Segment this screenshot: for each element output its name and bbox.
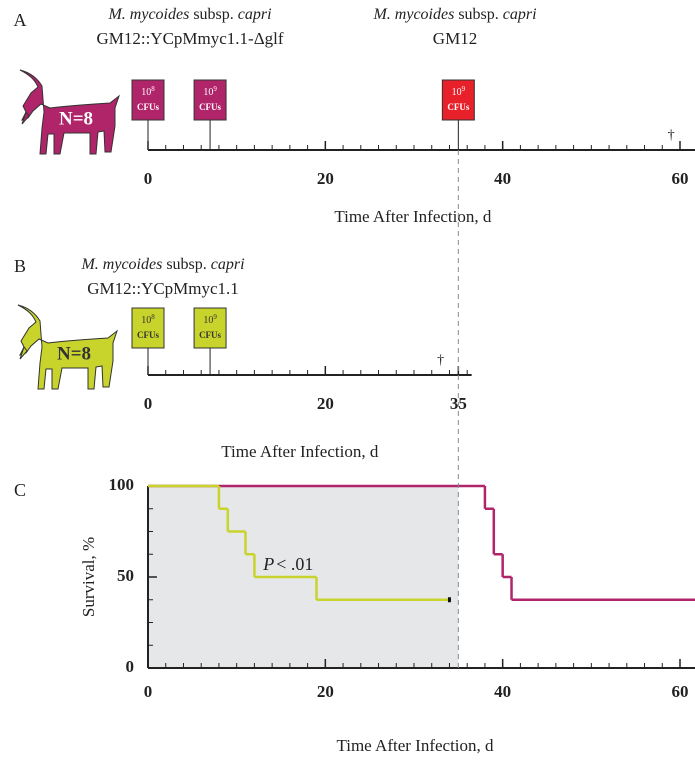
- dose-unit: CFUs: [447, 102, 469, 112]
- x-tick-label: 20: [317, 394, 334, 413]
- subspecies: capri: [238, 6, 272, 23]
- strain-id: GM12: [433, 29, 477, 48]
- p-symbol: P: [262, 554, 274, 574]
- censor-mark: [447, 597, 451, 603]
- dose-exponent: 8: [151, 85, 155, 93]
- dose-exponent: 9: [213, 313, 217, 321]
- death-marker: †: [437, 353, 444, 368]
- x-axis-label: Time After Infection, d: [336, 736, 494, 755]
- panel-label: C: [14, 480, 26, 500]
- dose-exponent: 9: [213, 85, 217, 93]
- dose-box: [131, 307, 165, 349]
- species: M. mycoides: [107, 6, 189, 23]
- x-tick-label: 0: [144, 169, 153, 188]
- x-tick-label: 40: [494, 169, 511, 188]
- dose-base: 10: [203, 87, 213, 98]
- x-tick-label: 0: [144, 682, 153, 701]
- x-tick-label: 60: [672, 682, 689, 701]
- dose-exponent: 9: [462, 85, 466, 93]
- strain-name: M. mycoides subsp. capri: [80, 256, 244, 273]
- panel-label: A: [14, 10, 27, 30]
- dose-base: 10: [141, 87, 151, 98]
- panel-label: B: [14, 256, 26, 276]
- subspecies: capri: [503, 6, 537, 23]
- x-tick-label: 20: [317, 169, 334, 188]
- death-marker: †: [668, 128, 675, 143]
- species: M. mycoides: [80, 256, 162, 273]
- x-axis-label: Time After Infection, d: [221, 442, 379, 461]
- dose-amount: 109: [452, 85, 466, 99]
- x-tick-label: 60: [672, 169, 689, 188]
- species: M. mycoides: [372, 6, 454, 23]
- dose-base: 10: [141, 315, 151, 326]
- dose-box: [131, 79, 165, 121]
- p-threshold: < .01: [276, 554, 313, 574]
- dose-box: [441, 79, 475, 121]
- dose-unit: CFUs: [199, 102, 221, 112]
- strain-name: M. mycoides subsp. capri: [107, 6, 271, 23]
- x-axis-label: Time After Infection, d: [334, 207, 492, 226]
- subspecies: capri: [211, 256, 245, 273]
- y-tick-label: 0: [126, 657, 135, 676]
- x-tick-label: 40: [494, 682, 511, 701]
- strain-id: GM12::YCpMmyc1.1: [87, 279, 239, 298]
- goat-beard: [21, 110, 30, 125]
- goat: N=8: [19, 69, 120, 155]
- dose-unit: CFUs: [137, 330, 159, 340]
- dose-unit: CFUs: [199, 330, 221, 340]
- group-size: N=8: [57, 343, 91, 364]
- goat: N=8: [17, 304, 118, 390]
- rank: subsp.: [193, 6, 233, 23]
- goat-silhouette: [17, 304, 118, 390]
- dose-box: [193, 79, 227, 121]
- y-tick-label: 50: [117, 566, 134, 585]
- x-tick-label: 20: [317, 682, 334, 701]
- x-tick-label: 0: [144, 394, 153, 413]
- group-size: N=8: [59, 108, 93, 129]
- strain-id: GM12::YCpMmyc1.1-Δglf: [96, 29, 283, 48]
- p-value: P < .01: [262, 554, 313, 574]
- rank: subsp.: [166, 256, 206, 273]
- dose-amount: 108: [141, 313, 155, 327]
- strain-name: M. mycoides subsp. capri: [372, 6, 536, 23]
- dose-amount: 109: [203, 85, 217, 99]
- dose-exponent: 8: [151, 313, 155, 321]
- goat-silhouette: [19, 69, 120, 155]
- y-tick-label: 100: [109, 475, 135, 494]
- goat-beard: [19, 345, 28, 360]
- dose-base: 10: [203, 315, 213, 326]
- rank: subsp.: [458, 6, 498, 23]
- dose-amount: 108: [141, 85, 155, 99]
- dose-box: [193, 307, 227, 349]
- dose-unit: CFUs: [137, 102, 159, 112]
- y-axis-label: Survival, %: [79, 537, 98, 617]
- dose-base: 10: [452, 87, 462, 98]
- dose-amount: 109: [203, 313, 217, 327]
